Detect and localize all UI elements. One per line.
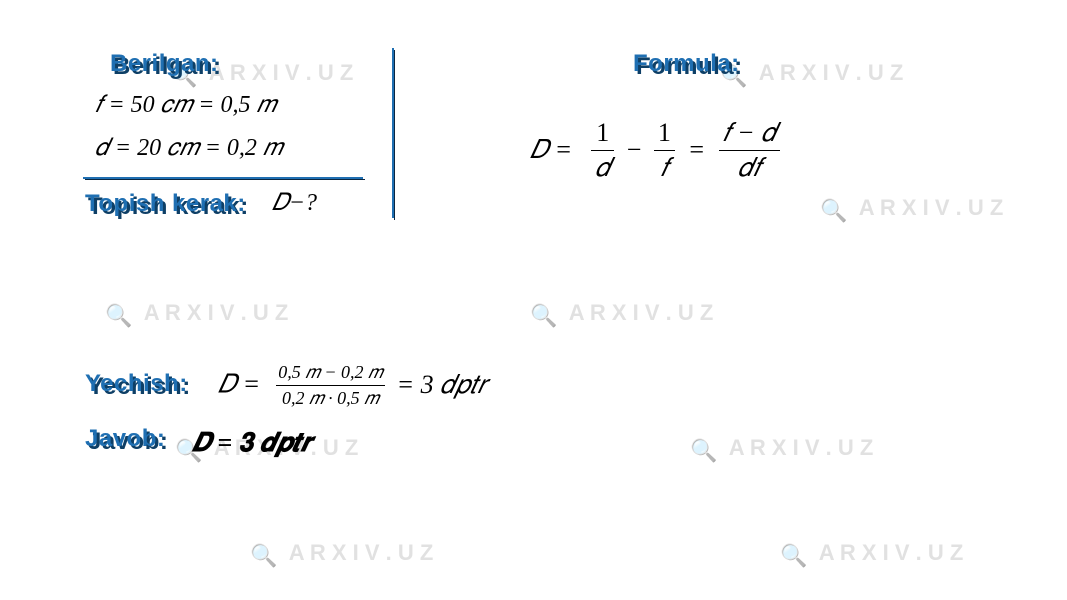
vertical-separator-shadow: [394, 50, 395, 220]
heading-formula: Formula:: [633, 50, 740, 78]
watermark-text: A R X I V . U Z: [759, 60, 904, 85]
formula-rhs-num: 𝑓 − 𝑑: [719, 118, 781, 148]
solve-lhs: 𝐷 =: [218, 370, 260, 399]
watermark-text: A R X I V . U Z: [289, 540, 434, 565]
watermark-text: A R X I V . U Z: [209, 60, 354, 85]
watermark-icon: 🔍: [820, 198, 847, 224]
formula-frac2-num: 1: [654, 118, 675, 148]
watermark-text: A R X I V . U Z: [569, 300, 714, 325]
formula-rhs-den: 𝑑𝑓: [719, 153, 781, 183]
answer-expression: 𝑫 = 𝟑 𝒅𝒑𝒕𝒓: [192, 428, 312, 459]
watermark-icon: 🔍: [250, 543, 277, 569]
formula-frac-1: 1 𝑑: [591, 118, 614, 183]
formula-frac2-den: 𝑓: [654, 153, 675, 183]
formula-minus: −: [621, 135, 648, 164]
formula-eq: =: [681, 135, 712, 164]
watermark-icon: 🔍: [530, 303, 557, 329]
watermark-text: A R X I V . U Z: [144, 300, 289, 325]
solve-den: 0,2 𝑚 ∙ 0,5 𝑚: [276, 388, 384, 409]
heading-solve: Yechish:: [85, 370, 188, 398]
watermark-icon: 🔍: [690, 438, 717, 464]
heading-find: Topish kerak:: [85, 190, 246, 218]
watermark-icon: 🔍: [780, 543, 807, 569]
solve-num: 0,5 𝑚 − 0,2 𝑚: [276, 362, 384, 383]
formula-frac-rhs: 𝑓 − 𝑑 𝑑𝑓: [719, 118, 781, 183]
given-line-1: 𝑓 = 50 𝑐𝑚 = 0,5 𝑚: [95, 92, 276, 119]
solve-frac: 0,5 𝑚 − 0,2 𝑚 0,2 𝑚 ∙ 0,5 𝑚: [276, 362, 384, 408]
formula-frac-2: 1 𝑓: [654, 118, 675, 183]
formula-frac1-num: 1: [591, 118, 614, 148]
horizontal-separator-shadow: [85, 179, 365, 180]
formula-lhs: 𝐷 =: [530, 135, 572, 164]
formula-frac1-den: 𝑑: [591, 153, 614, 183]
heading-answer: Javob:: [85, 425, 165, 453]
vertical-separator: [392, 48, 394, 218]
solve-rhs: = 3 𝑑𝑝𝑡𝑟: [391, 370, 487, 399]
given-line-2: 𝑑 = 20 𝑐𝑚 = 0,2 𝑚: [95, 135, 282, 162]
watermark-icon: 🔍: [105, 303, 132, 329]
watermark-text: A R X I V . U Z: [859, 195, 1004, 220]
watermark-text: A R X I V . U Z: [729, 435, 874, 460]
horizontal-separator: [83, 177, 363, 179]
watermark-text: A R X I V . U Z: [819, 540, 964, 565]
heading-given: Berilgan:: [110, 50, 219, 78]
find-expression: 𝐷−?: [272, 190, 317, 217]
